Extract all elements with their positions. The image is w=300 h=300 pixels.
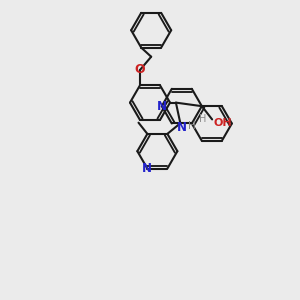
- Text: H: H: [188, 121, 196, 131]
- Text: N: N: [177, 121, 187, 134]
- Text: N: N: [157, 100, 167, 113]
- Text: O: O: [135, 63, 145, 76]
- Text: OH: OH: [214, 118, 232, 128]
- Text: N: N: [142, 162, 152, 175]
- Text: H: H: [200, 114, 207, 124]
